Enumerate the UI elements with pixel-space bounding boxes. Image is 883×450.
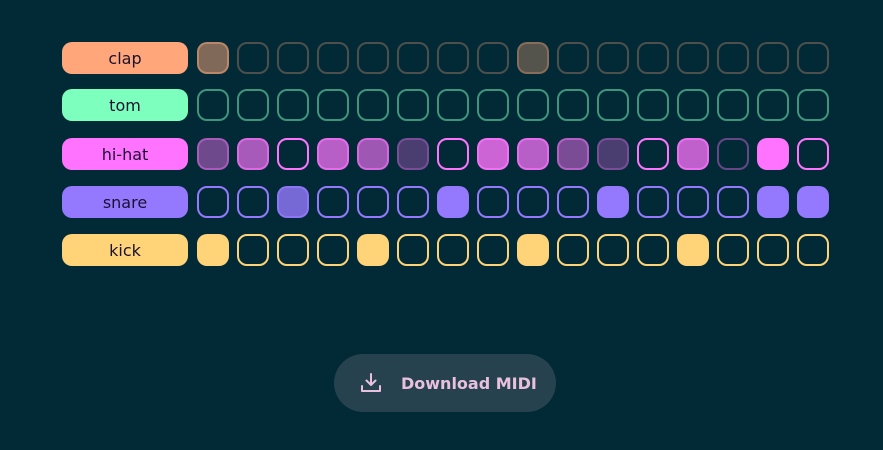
step-cell[interactable] — [237, 234, 269, 266]
step-cell[interactable] — [237, 138, 269, 170]
step-cell[interactable] — [557, 234, 589, 266]
step-cell[interactable] — [797, 89, 829, 121]
step-cell[interactable] — [197, 234, 229, 266]
step-cell[interactable] — [517, 186, 549, 218]
step-cell[interactable] — [477, 89, 509, 121]
step-cell[interactable] — [677, 186, 709, 218]
step-cell[interactable] — [197, 42, 229, 74]
step-cell[interactable] — [517, 42, 549, 74]
step-cell[interactable] — [357, 42, 389, 74]
download-icon — [361, 373, 381, 392]
step-cell[interactable] — [397, 186, 429, 218]
step-cell[interactable] — [317, 234, 349, 266]
step-cell[interactable] — [397, 42, 429, 74]
step-cell[interactable] — [317, 42, 349, 74]
track-row-hi-hat: hi-hat — [62, 138, 837, 170]
step-cell[interactable] — [797, 138, 829, 170]
step-cell[interactable] — [597, 186, 629, 218]
step-cell[interactable] — [677, 89, 709, 121]
step-cell[interactable] — [557, 138, 589, 170]
track-label-kick[interactable]: kick — [62, 234, 188, 266]
step-cell[interactable] — [437, 89, 469, 121]
track-label-clap[interactable]: clap — [62, 42, 188, 74]
step-cell[interactable] — [597, 138, 629, 170]
step-cell[interactable] — [237, 42, 269, 74]
step-cell[interactable] — [717, 234, 749, 266]
step-cell[interactable] — [517, 138, 549, 170]
track-row-kick: kick — [62, 234, 837, 266]
step-cell[interactable] — [757, 42, 789, 74]
step-cell[interactable] — [277, 42, 309, 74]
step-cell[interactable] — [277, 89, 309, 121]
step-cell[interactable] — [397, 234, 429, 266]
step-cell[interactable] — [717, 42, 749, 74]
download-midi-label: Download MIDI — [401, 373, 537, 393]
step-cell[interactable] — [637, 138, 669, 170]
track-row-tom: tom — [62, 89, 837, 121]
step-cell[interactable] — [757, 234, 789, 266]
step-cell[interactable] — [717, 89, 749, 121]
step-cell[interactable] — [357, 138, 389, 170]
step-cell[interactable] — [197, 89, 229, 121]
track-label-snare[interactable]: snare — [62, 186, 188, 218]
step-cell[interactable] — [637, 42, 669, 74]
step-cell[interactable] — [797, 42, 829, 74]
step-cell[interactable] — [557, 89, 589, 121]
step-cell[interactable] — [437, 42, 469, 74]
step-cell[interactable] — [277, 234, 309, 266]
step-cell[interactable] — [597, 89, 629, 121]
step-cell[interactable] — [637, 186, 669, 218]
step-cell[interactable] — [357, 234, 389, 266]
step-cell[interactable] — [757, 89, 789, 121]
step-cell[interactable] — [637, 234, 669, 266]
step-cell[interactable] — [717, 186, 749, 218]
step-cell[interactable] — [717, 138, 749, 170]
step-cell[interactable] — [317, 138, 349, 170]
step-cell[interactable] — [597, 42, 629, 74]
step-cell[interactable] — [597, 234, 629, 266]
step-cell[interactable] — [237, 89, 269, 121]
track-row-clap: clap — [62, 42, 837, 74]
step-cell[interactable] — [677, 138, 709, 170]
step-cell[interactable] — [277, 138, 309, 170]
step-cell[interactable] — [237, 186, 269, 218]
step-cell[interactable] — [757, 138, 789, 170]
step-cell[interactable] — [477, 234, 509, 266]
step-cell[interactable] — [677, 42, 709, 74]
step-cell[interactable] — [197, 186, 229, 218]
track-label-tom[interactable]: tom — [62, 89, 188, 121]
step-cell[interactable] — [437, 186, 469, 218]
download-midi-button[interactable]: Download MIDI — [334, 354, 556, 412]
step-cell[interactable] — [517, 89, 549, 121]
step-cell[interactable] — [317, 186, 349, 218]
step-cell[interactable] — [397, 89, 429, 121]
step-cell[interactable] — [397, 138, 429, 170]
step-cell[interactable] — [797, 234, 829, 266]
step-cell[interactable] — [477, 186, 509, 218]
step-cell[interactable] — [477, 42, 509, 74]
step-cell[interactable] — [757, 186, 789, 218]
step-cell[interactable] — [477, 138, 509, 170]
step-cell[interactable] — [517, 234, 549, 266]
step-cell[interactable] — [197, 138, 229, 170]
step-cell[interactable] — [557, 42, 589, 74]
step-cell[interactable] — [637, 89, 669, 121]
track-label-hi-hat[interactable]: hi-hat — [62, 138, 188, 170]
step-cell[interactable] — [677, 234, 709, 266]
step-cell[interactable] — [437, 138, 469, 170]
step-cell[interactable] — [357, 186, 389, 218]
step-cell[interactable] — [357, 89, 389, 121]
track-row-snare: snare — [62, 186, 837, 218]
step-cell[interactable] — [317, 89, 349, 121]
step-cell[interactable] — [557, 186, 589, 218]
step-cell[interactable] — [797, 186, 829, 218]
step-cell[interactable] — [277, 186, 309, 218]
step-cell[interactable] — [437, 234, 469, 266]
